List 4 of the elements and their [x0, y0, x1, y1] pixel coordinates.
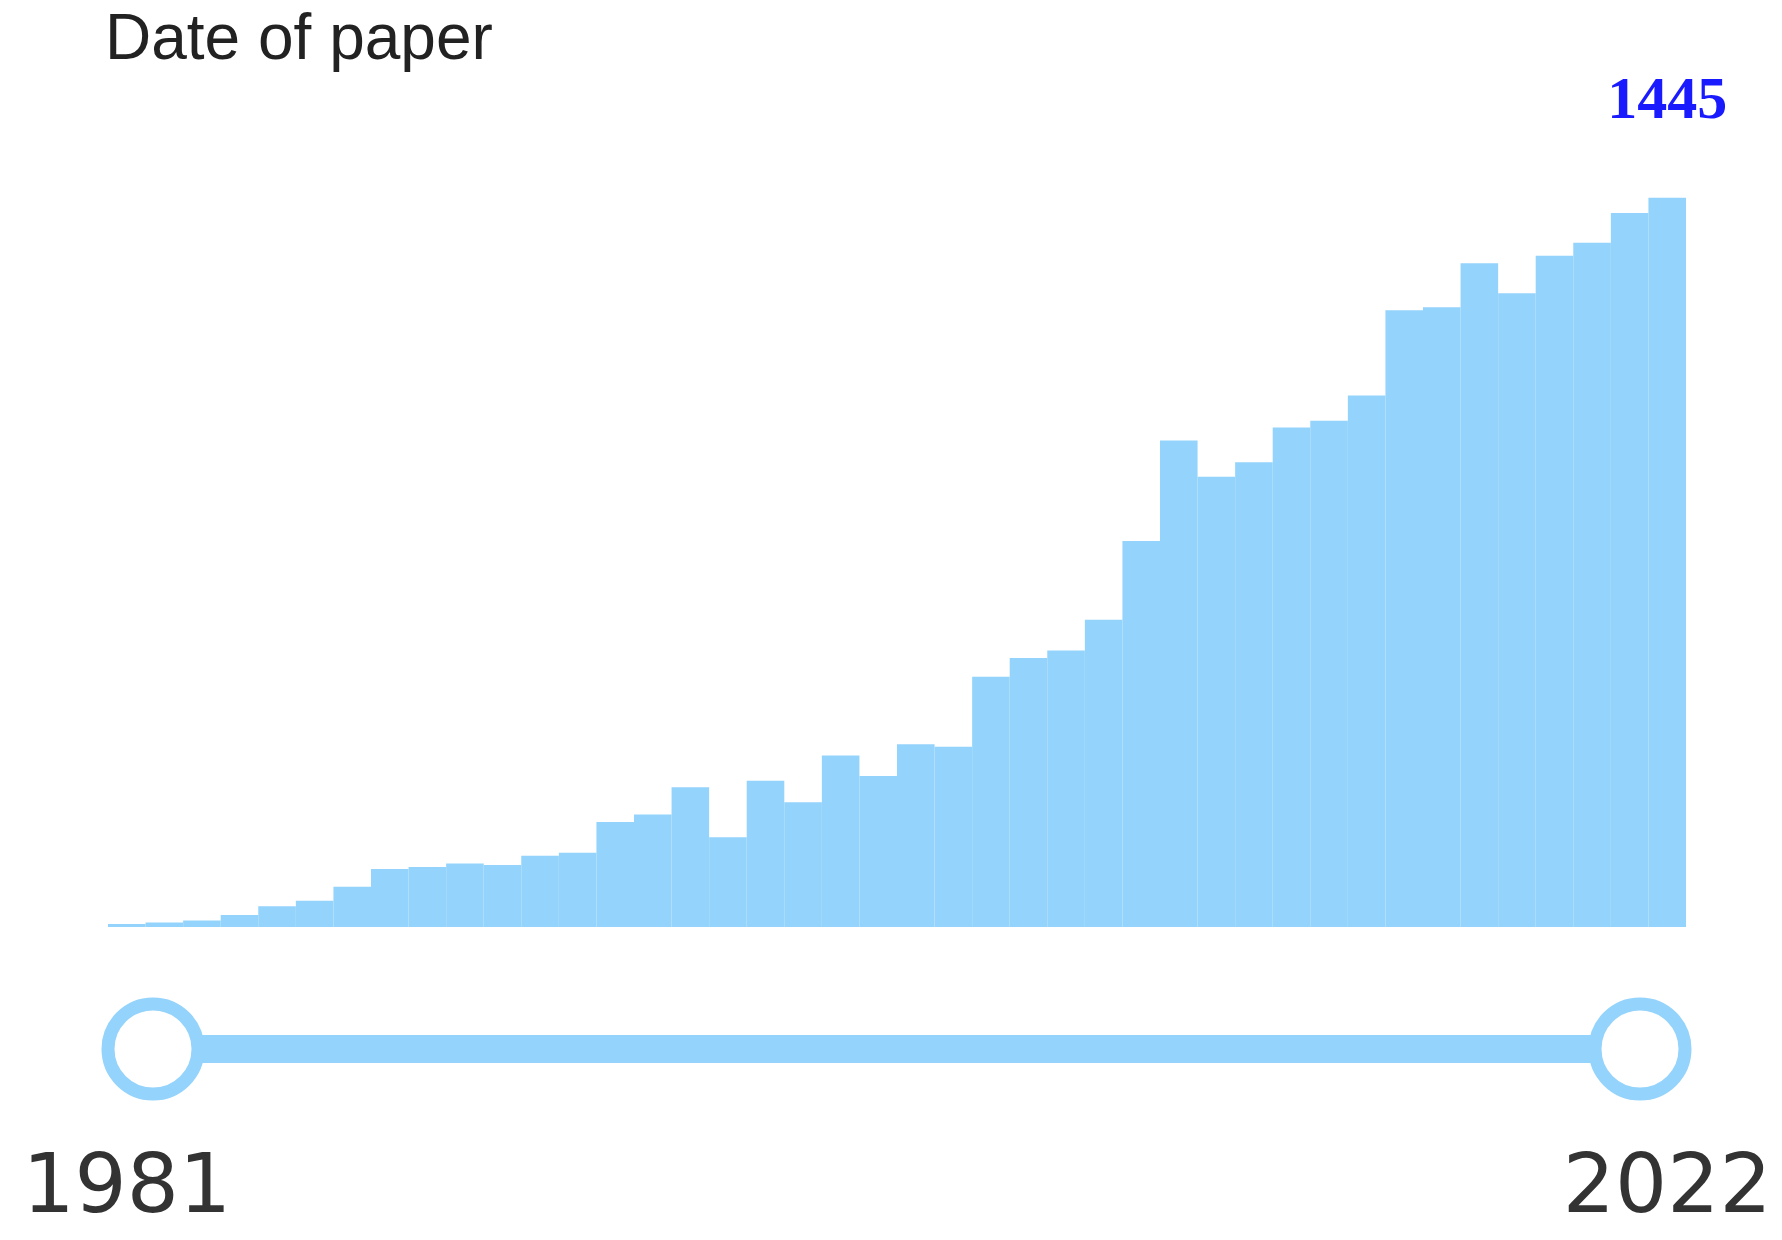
data-label: 1445 [1607, 64, 1728, 131]
x-tick-label: 1981 [22, 1135, 232, 1231]
chart-title: Date of paper [105, 1, 493, 73]
x-tick-label: 2022 [1562, 1135, 1772, 1231]
